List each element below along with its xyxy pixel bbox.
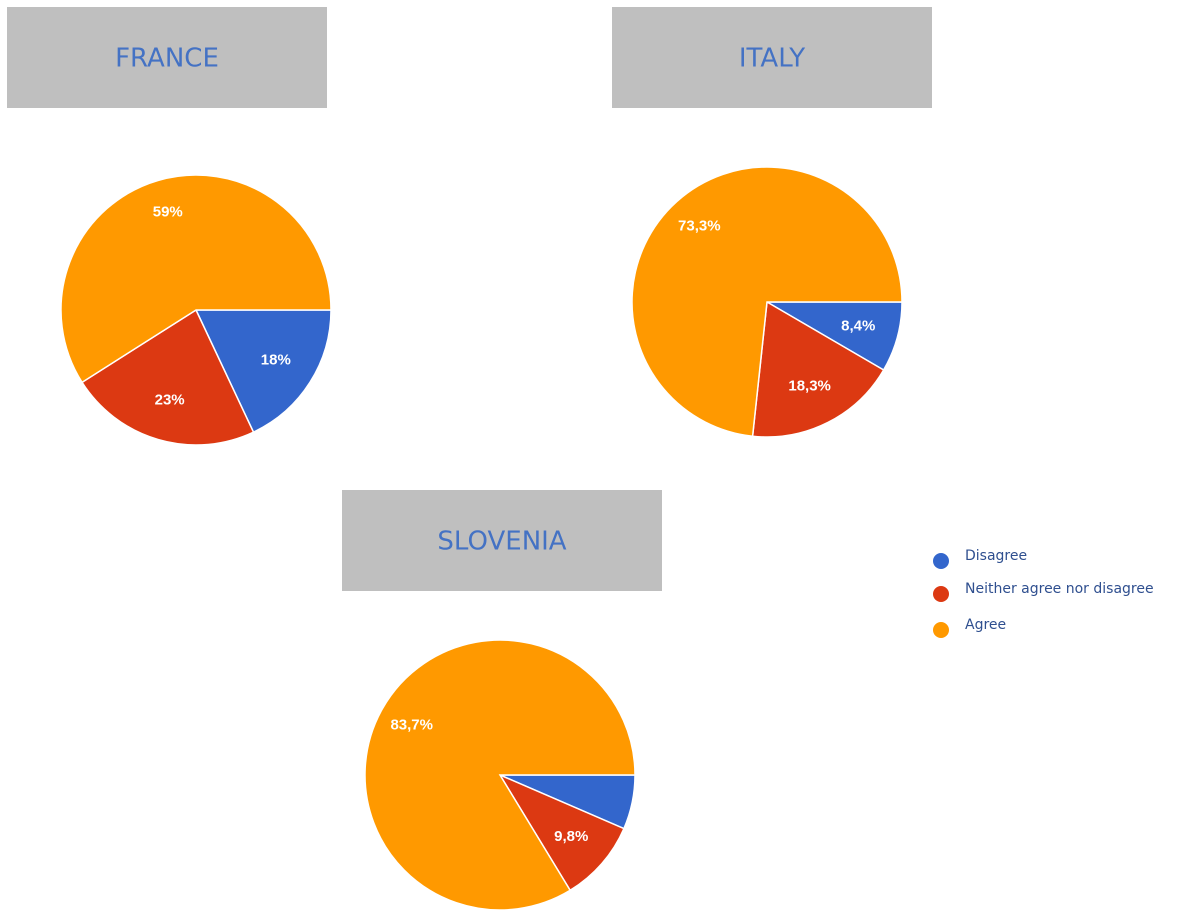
chart-title: SLOVENIA [437,527,566,557]
value-label: 83,7% [390,716,433,733]
pie-slice [80,308,255,446]
value-label: 23% [155,392,185,409]
value-label: 18% [261,352,291,369]
legend-label: Disagree [965,548,1027,564]
title-box [612,7,932,108]
title-box [7,7,327,108]
value-label: 59% [153,204,183,221]
pie-slice [60,174,332,384]
legend-swatch [933,622,949,638]
chart-title: FRANCE [115,44,219,74]
title-box [342,490,662,591]
chart-title: ITALY [739,44,805,74]
pie-slice [751,300,885,438]
pie-slice [498,773,625,892]
legend-swatch [933,553,949,569]
pie-slice [194,309,332,434]
legend-label: Neither agree nor disagree [965,581,1154,597]
legend-swatch [933,586,949,602]
pie-slice [631,166,903,438]
value-label: 73,3% [678,218,721,235]
legend-label: Agree [965,617,1006,633]
value-label: 8,4% [841,318,875,335]
value-label: 18,3% [788,377,831,394]
pie-slice [364,639,636,911]
value-label: 9,8% [554,828,588,845]
